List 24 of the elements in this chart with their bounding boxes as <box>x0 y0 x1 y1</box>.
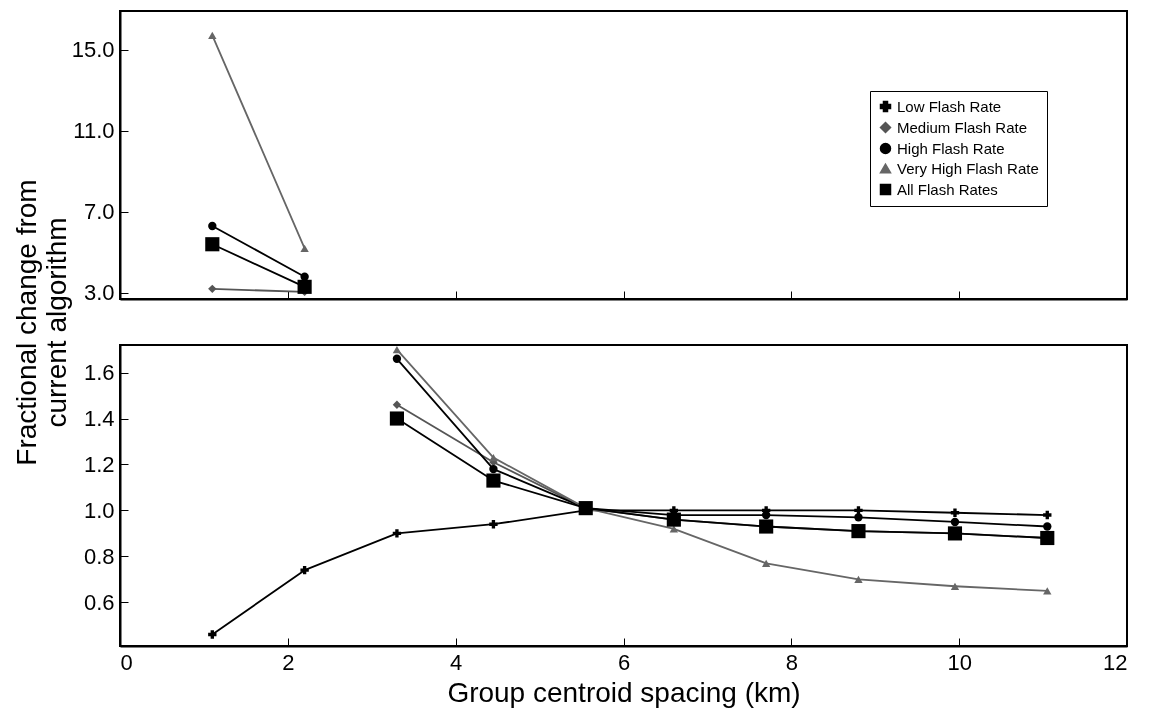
legend-label: Medium Flash Rate <box>897 118 1028 136</box>
x-tick-label: 8 <box>785 649 798 675</box>
y-tick-label: 1.2 <box>83 451 115 477</box>
x-tick-label: 6 <box>617 649 631 675</box>
y-axis-title: Fractional change from current algorithm <box>10 179 72 466</box>
y-tick-label: 1.6 <box>83 360 115 386</box>
x-tick-label: 4 <box>450 649 463 675</box>
x-tick-label: 10 <box>947 649 972 675</box>
x-tick-label: 2 <box>282 649 295 675</box>
y-tick-label: 15.0 <box>71 37 115 63</box>
y-tick-label: 0.8 <box>83 543 115 569</box>
y-tick-label: 7.0 <box>83 199 115 225</box>
y-tick-label: 1.4 <box>83 406 115 432</box>
x-tick-label: 12 <box>1103 649 1128 675</box>
y-tick-label: 0.6 <box>83 589 115 615</box>
x-tick-label: 0 <box>120 649 133 675</box>
y-tick-label: 11.0 <box>73 118 115 144</box>
legend-label: Very High Flash Rate <box>897 159 1039 177</box>
legend-label: All Flash Rates <box>897 180 998 198</box>
legend-label: High Flash Rate <box>897 139 1005 157</box>
y-tick-label: 1.0 <box>83 497 115 523</box>
legend-label: Low Flash Rate <box>897 97 1002 115</box>
y-tick-label: 3.0 <box>83 280 115 306</box>
x-axis-title: Group centroid spacing (km) <box>447 676 801 708</box>
